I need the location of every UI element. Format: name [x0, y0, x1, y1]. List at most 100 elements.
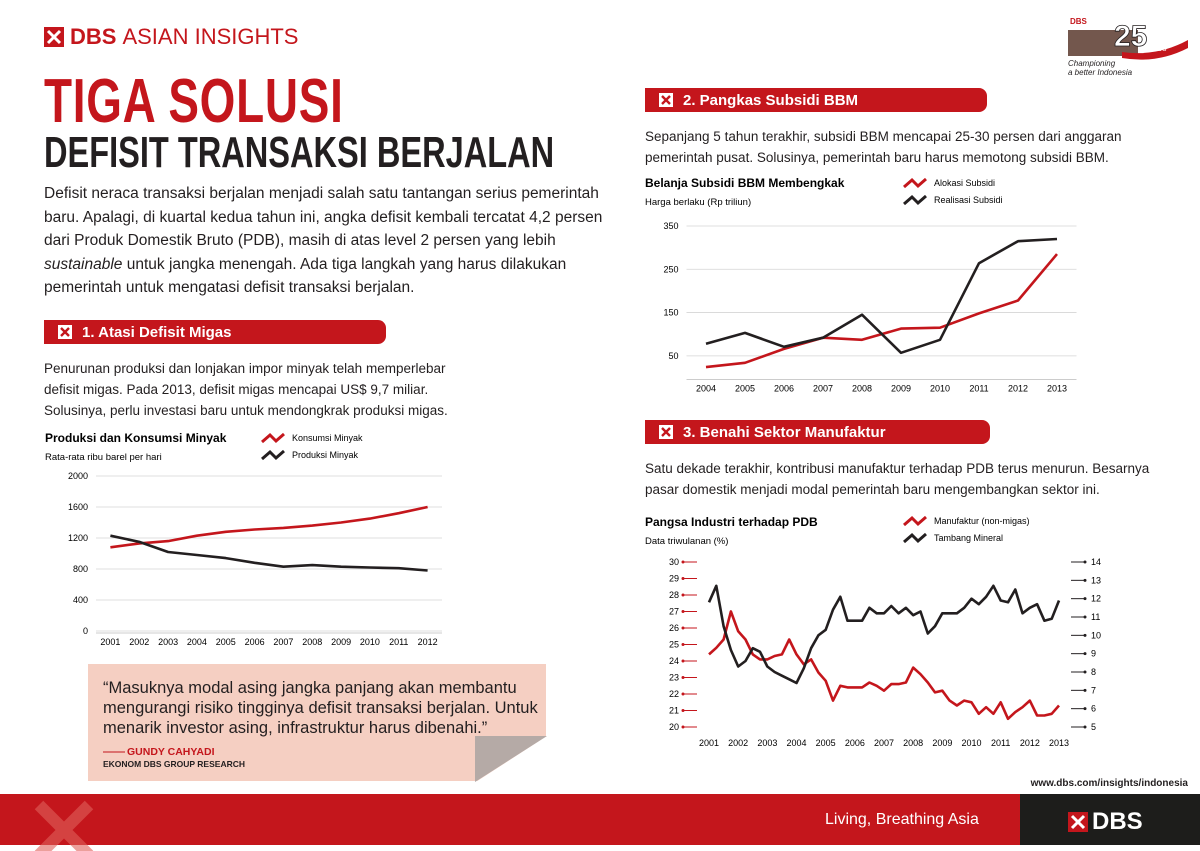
- y-tick-label: 1600: [68, 502, 88, 512]
- x-tick-label: 2007: [273, 637, 293, 647]
- legend-label: Realisasi Subsidi: [934, 195, 1003, 205]
- footer-url[interactable]: www.dbs.com/insights/indonesia: [1030, 778, 1188, 789]
- y2-tick-label: 8: [1091, 667, 1096, 677]
- x-tick-label: 2012: [1008, 384, 1028, 394]
- x-tick-label: 2007: [874, 738, 894, 748]
- y-tick-dot: [681, 725, 685, 729]
- x-tick-label: 2004: [696, 384, 716, 394]
- badge-tagline: a better Indonesia: [1068, 68, 1133, 77]
- x-tick-label: 2006: [245, 637, 265, 647]
- legend-swatch: [261, 449, 285, 461]
- heading-icon: [659, 425, 673, 439]
- section-text: Penurunan produksi dan lonjakan impor mi…: [44, 361, 448, 418]
- y-tick-label: 22: [669, 689, 679, 699]
- footer-band: [0, 794, 1020, 851]
- y2-tick-label: 13: [1091, 575, 1101, 585]
- charts: Produksi dan Konsumsi Minyak Rata-rata ri…: [45, 176, 1101, 748]
- x-tick-label: 2003: [757, 738, 777, 748]
- data-line: [707, 584, 1061, 685]
- x-tick-label: 2003: [158, 637, 178, 647]
- x-tick-label: 2009: [932, 738, 952, 748]
- section-heading: 2. Pangkas Subsidi BBM: [645, 88, 987, 112]
- quote-author: GUNDY CAHYADI: [103, 746, 215, 758]
- y2-tick-dot: [1083, 597, 1087, 601]
- chart-title: Produksi dan Konsumsi Minyak: [45, 431, 227, 445]
- legend-label: Tambang Mineral: [934, 533, 1003, 543]
- y-tick-dot: [681, 643, 685, 646]
- y2-tick-label: 12: [1091, 594, 1101, 604]
- x-tick-label: 2011: [969, 384, 988, 394]
- y2-tick-label: 6: [1091, 704, 1096, 714]
- heading-text: 2. Pangkas Subsidi BBM: [683, 91, 859, 109]
- y2-tick-dot: [1083, 615, 1087, 619]
- badge-swoosh: [1122, 40, 1188, 60]
- x-tick-label: 2002: [728, 738, 748, 748]
- brand: DBS ASIAN INSIGHTS: [44, 24, 299, 50]
- y-tick-label: 400: [73, 595, 88, 605]
- data-line: [705, 253, 1058, 369]
- footer-slogan: Living, Breathing Asia: [825, 811, 979, 828]
- y-tick-dot: [681, 676, 685, 679]
- y2-tick-label: 9: [1091, 649, 1096, 659]
- y-tick-label: 150: [663, 308, 678, 318]
- x-tick-label: 2011: [389, 637, 408, 647]
- intro-italic: sustainable: [44, 255, 123, 273]
- author-rule: [103, 751, 125, 753]
- quote-role: EKONOM DBS GROUP RESEARCH: [103, 759, 245, 769]
- brand-text: ASIAN INSIGHTS: [122, 24, 299, 49]
- intro-text: untuk jangka menengah. Ada tiga langkah …: [44, 255, 567, 297]
- x-tick-label: 2009: [331, 637, 351, 647]
- legend-label: Alokasi Subsidi: [934, 178, 995, 188]
- legend-swatch: [903, 532, 927, 544]
- x-tick-label: 2006: [845, 738, 865, 748]
- y2-tick-label: 10: [1091, 630, 1101, 640]
- y2-tick-dot: [1083, 707, 1087, 711]
- x-tick-label: 2010: [360, 637, 380, 647]
- y-tick-label: 20: [669, 722, 679, 732]
- y-tick-label: 26: [669, 623, 679, 633]
- section-text: Sepanjang 5 tahun terakhir, subsidi BBM …: [645, 129, 1122, 165]
- y2-tick-label: 14: [1091, 557, 1101, 567]
- y2-tick-dot: [1083, 688, 1087, 692]
- y-tick-dot: [681, 593, 685, 597]
- x-tick-label: 2012: [418, 637, 438, 647]
- y2-tick-label: 11: [1091, 612, 1100, 622]
- y-tick-dot: [681, 577, 685, 580]
- y-tick-label: 800: [73, 564, 88, 574]
- brand-icon: [44, 27, 64, 47]
- quote-text: “Masuknya modal asing jangka panjang aka…: [103, 679, 538, 737]
- section-heading: 1. Atasi Defisit Migas: [44, 320, 386, 344]
- y-tick-dot: [681, 692, 685, 696]
- badge-number: 25: [1114, 20, 1147, 53]
- legend-label: Konsumsi Minyak: [292, 433, 363, 443]
- quote-box: [88, 664, 546, 781]
- title-line2: DEFISIT TRANSAKSI BERJALAN: [44, 128, 555, 177]
- footer-mark: [34, 800, 94, 851]
- author-name: GUNDY CAHYADI: [127, 746, 215, 758]
- chart-title: Belanja Subsidi BBM Membengkak: [645, 176, 845, 190]
- x-tick-label: 2007: [813, 384, 833, 394]
- footer-logo-icon: [1068, 812, 1088, 832]
- legend-label: Produksi Minyak: [292, 450, 359, 460]
- x-tick-label: 2010: [961, 738, 981, 748]
- x-tick-label: 2006: [774, 384, 794, 394]
- badge-logo: DBS: [1070, 17, 1088, 26]
- footer-logo: DBS: [1068, 808, 1143, 836]
- x-tick-label: 2001: [100, 637, 120, 647]
- y2-tick-dot: [1083, 725, 1087, 729]
- heading-icon: [58, 325, 72, 339]
- y2-tick-dot: [1083, 578, 1087, 582]
- legend-swatch: [903, 515, 927, 527]
- x-tick-label: 2005: [816, 738, 836, 748]
- badge-tagline: Championing: [1068, 59, 1116, 68]
- y-tick-label: 23: [669, 673, 679, 683]
- x-tick-label: 2013: [1047, 384, 1067, 394]
- legend-swatch: [903, 177, 927, 189]
- section-text: Satu dekade terakhir, kontribusi manufak…: [645, 461, 1150, 497]
- x-tick-label: 2011: [991, 738, 1010, 748]
- x-tick-label: 2010: [930, 384, 950, 394]
- x-tick-label: 2012: [1020, 738, 1040, 748]
- data-line: [110, 534, 428, 572]
- x-tick-label: 2004: [187, 637, 207, 647]
- y2-tick-dot: [1083, 560, 1087, 564]
